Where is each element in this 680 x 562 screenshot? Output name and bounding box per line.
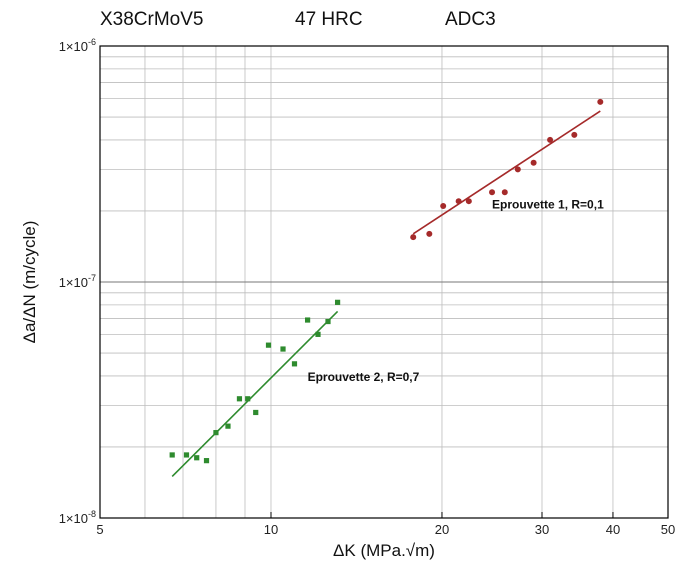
data-point: [236, 396, 243, 402]
data-point: [455, 198, 462, 205]
data-point: [547, 136, 554, 143]
data-point: [501, 189, 508, 196]
header-grade: ADC3: [445, 9, 496, 30]
x-axis-ticks: 5 10 20 30 40 50: [96, 512, 675, 537]
data-point: [514, 166, 521, 173]
data-point: [465, 198, 472, 205]
data-point: [183, 452, 190, 458]
data-point: [489, 189, 496, 196]
y-axis-ticks: 1×10-6 1×10-7 1×10-8: [59, 37, 96, 526]
y-axis-label: Δa/ΔN (m/cycle): [20, 221, 39, 344]
y-tick-label: 1×10-7: [59, 273, 96, 290]
data-point: [265, 342, 272, 348]
grid: [99, 45, 669, 519]
data-point: [213, 430, 219, 436]
data-point: [253, 409, 259, 416]
y-tick-label: 1×10-6: [59, 37, 96, 54]
data-point: [334, 299, 341, 305]
data-point: [325, 318, 331, 325]
y-tick-label: 1×10-8: [59, 509, 96, 526]
x-axis-label: ΔK (MPa.√m): [333, 541, 435, 560]
data-point: [597, 98, 604, 105]
plot-frame: [99, 45, 669, 519]
x-tick-label: 50: [661, 522, 675, 537]
series-1: Eprouvette 1, R=0,1: [410, 98, 604, 241]
x-tick-label: 30: [535, 522, 549, 537]
data-point: [440, 202, 447, 209]
data-point: [225, 423, 231, 429]
x-tick-label: 20: [435, 522, 449, 537]
data-point: [426, 230, 433, 237]
x-tick-label: 5: [96, 522, 103, 537]
data-point: [571, 131, 578, 138]
data-point: [245, 396, 251, 402]
x-tick-label: 10: [264, 522, 278, 537]
data-point: [280, 346, 286, 352]
header-material: X38CrMoV5: [100, 9, 204, 30]
header-hardness: 47 HRC: [295, 9, 363, 30]
data-point: [291, 361, 298, 367]
series-annotation: Eprouvette 2, R=0,7: [308, 370, 420, 384]
data-point: [203, 458, 210, 464]
fit-line: [171, 310, 339, 478]
series-2: Eprouvette 2, R=0,7: [169, 299, 420, 478]
data-point: [304, 317, 311, 323]
series-layer: Eprouvette 1, R=0,1 Eprouvette 2, R=0,7: [169, 98, 604, 478]
x-tick-label: 40: [606, 522, 620, 537]
data-point: [169, 452, 175, 458]
data-point: [194, 455, 200, 461]
data-point: [530, 159, 537, 166]
data-point: [315, 331, 321, 337]
data-point: [410, 234, 417, 241]
series-annotation: Eprouvette 1, R=0,1: [492, 197, 604, 211]
fit-line: [412, 110, 601, 235]
